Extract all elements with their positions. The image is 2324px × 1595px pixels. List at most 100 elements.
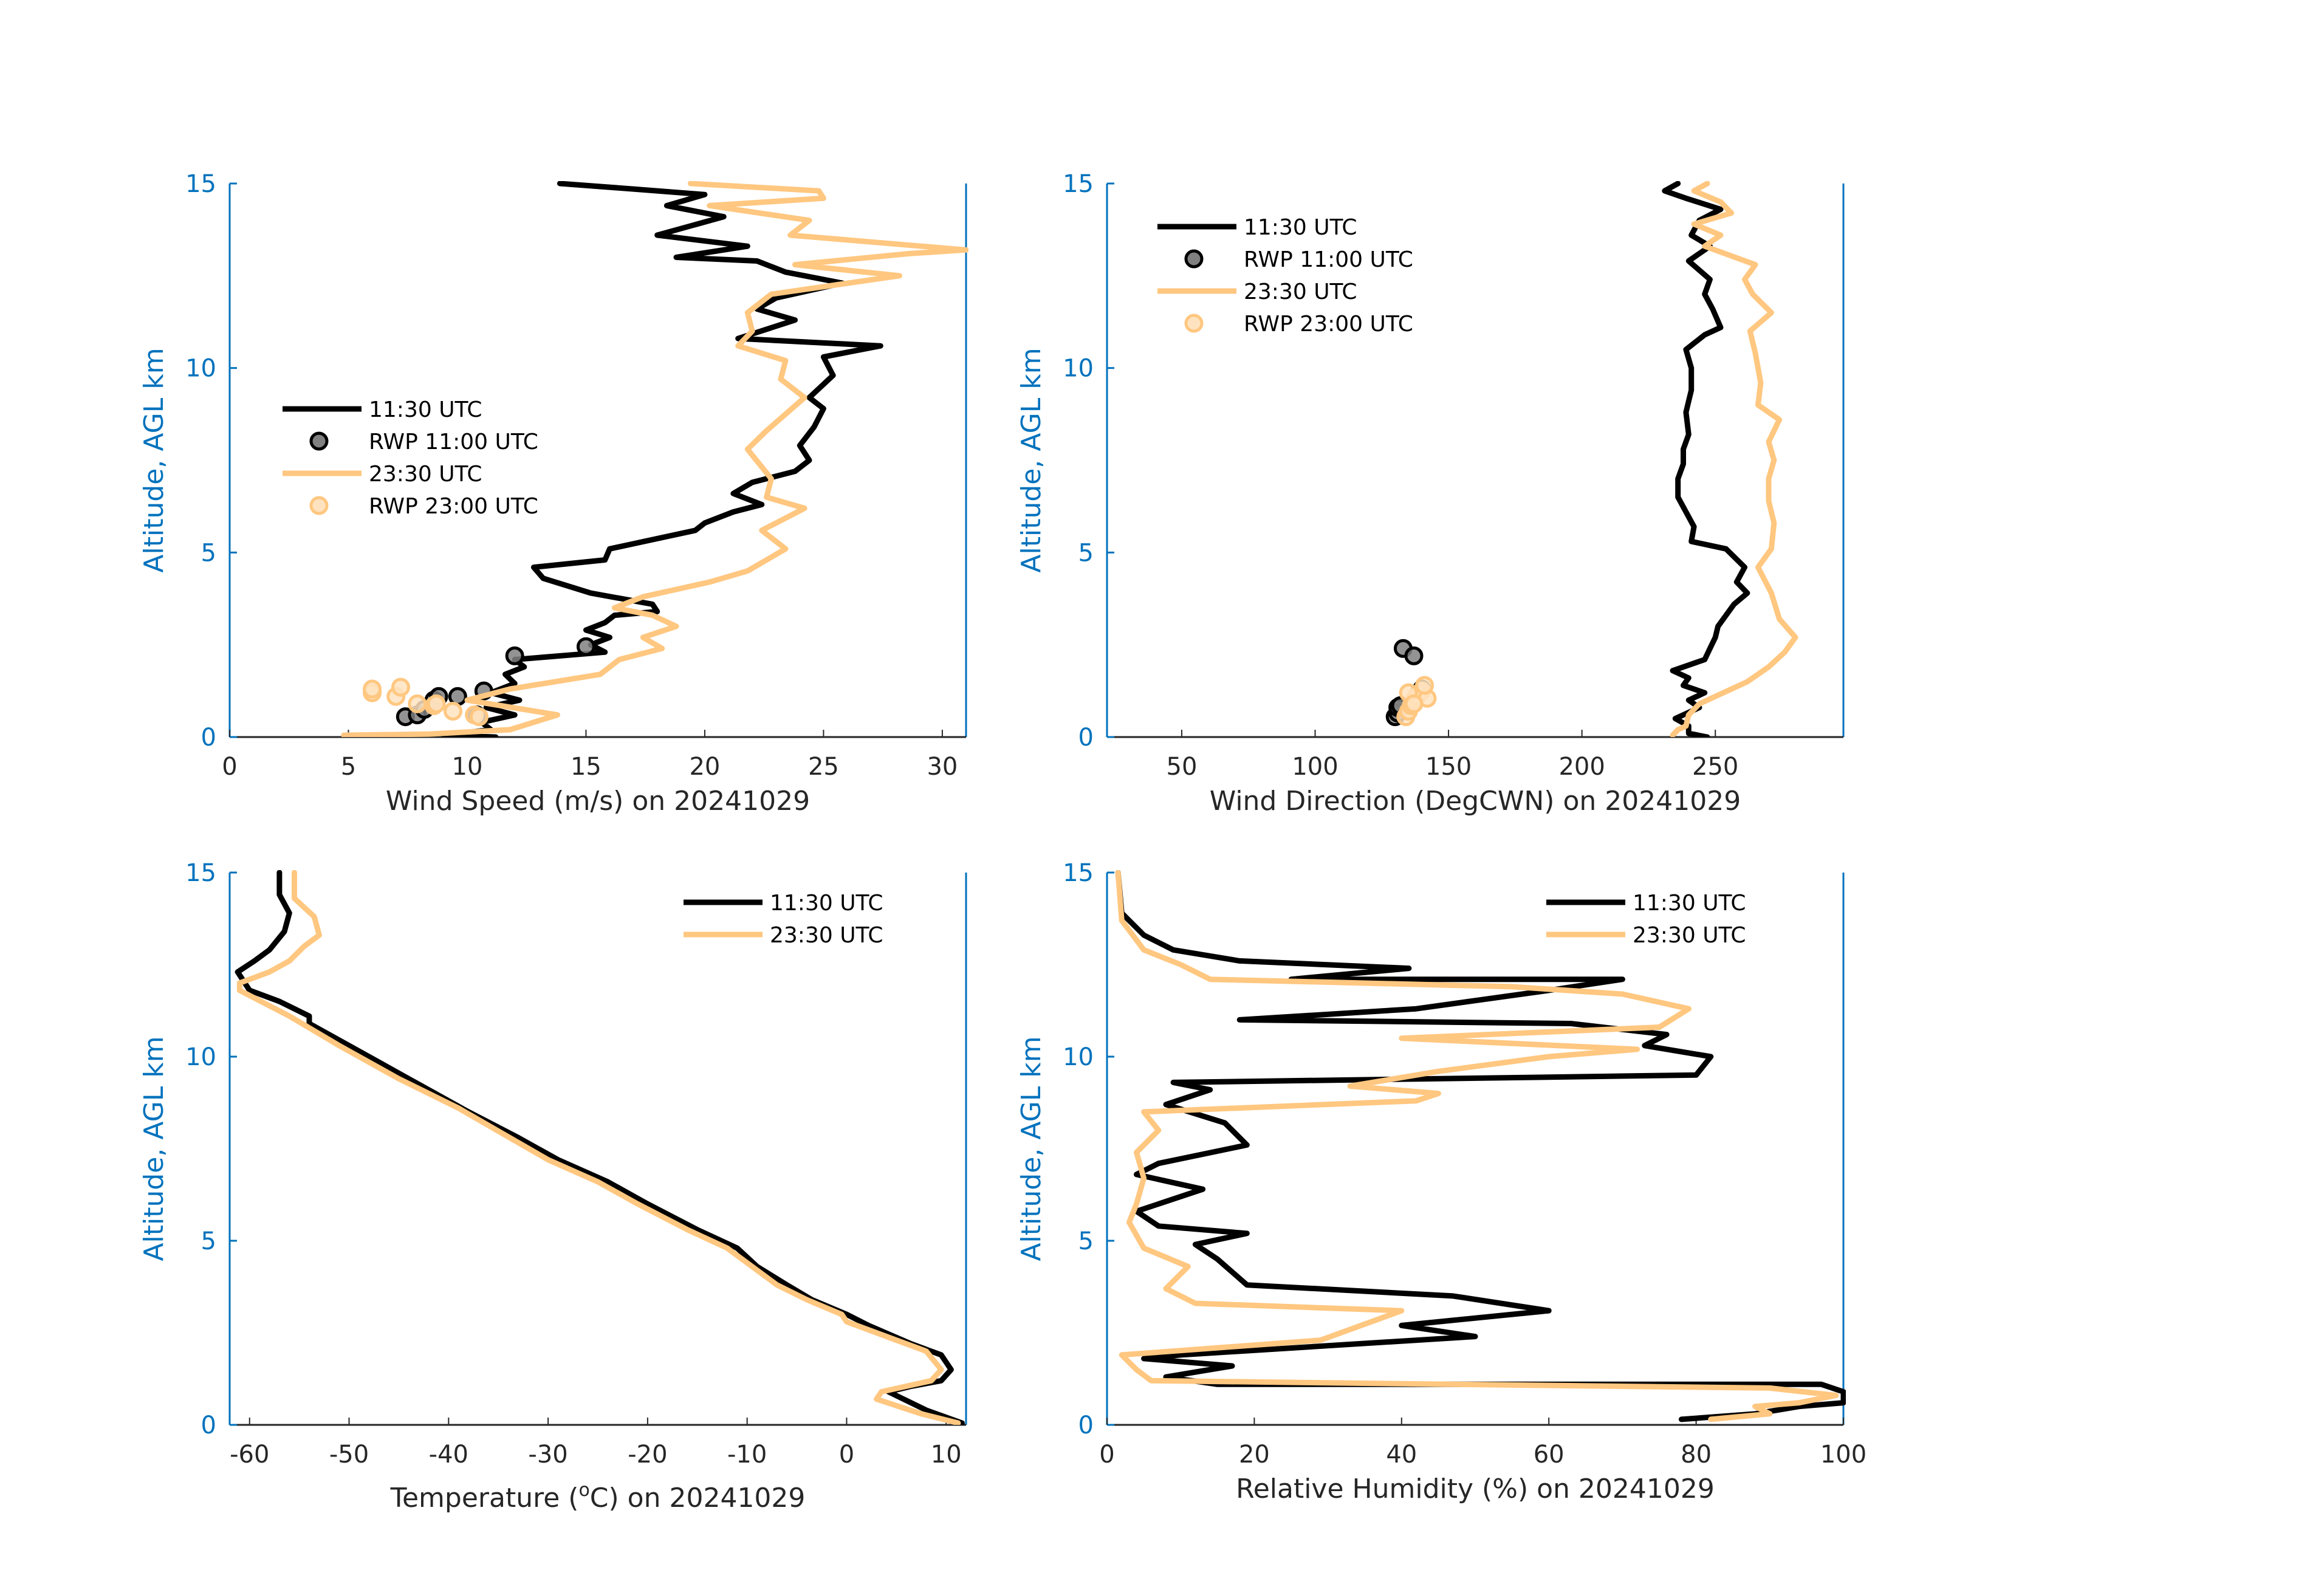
x-axis-label: Relative Humidity (%) on 20241029	[1236, 1473, 1715, 1504]
x-tick-label: -40	[429, 1441, 468, 1469]
series-line-2330	[341, 181, 968, 737]
rwp-point-2300	[1415, 676, 1435, 695]
relative-humidity-panel: 0 5 10 15 0 20 40 60 80 100 Altitude, AGL km Relati…	[1016, 859, 1866, 1504]
y-axis-label: Altitude, AGL km	[139, 348, 170, 572]
y-tick-label: 15	[185, 859, 216, 887]
legend-label: RWP 23:00 UTC	[1244, 312, 1413, 337]
temperature-panel: 0 5 10 15 -60 -50 -40 -30 -20 -10 0 10 Altitude, AGL…	[139, 859, 967, 1514]
legend: 11:30 UTC 23:30 UTC	[684, 891, 883, 948]
x-tick-label: 0	[839, 1441, 854, 1469]
y-tick-label: 10	[185, 1043, 216, 1071]
y-axis-label: Altitude, AGL km	[1016, 348, 1047, 572]
legend-marker-swatch	[309, 431, 329, 451]
series-line-2330	[1670, 181, 1798, 737]
y-tick-label: 0	[1078, 1411, 1094, 1439]
y-axis-label: Altitude, AGL km	[1016, 1036, 1047, 1261]
x-tick-label: 0	[222, 753, 237, 781]
x-tick-label: 10	[931, 1441, 962, 1469]
series-line-1130	[1662, 181, 1750, 737]
y-axis-label: Altitude, AGL km	[139, 1036, 170, 1261]
y-tick-label: 5	[1078, 1227, 1094, 1255]
x-tick-label: 40	[1386, 1441, 1417, 1469]
x-tick-label: -10	[727, 1441, 767, 1469]
legend: 11:30 UTC 23:30 UTC	[1546, 891, 1746, 948]
x-tick-label: 200	[1558, 753, 1605, 781]
y-tick-label: 0	[201, 724, 216, 752]
x-tick-label: -30	[528, 1441, 567, 1469]
legend-label: RWP 11:00 UTC	[369, 430, 538, 454]
x-tick-label: -60	[230, 1441, 269, 1469]
legend-label: RWP 23:00 UTC	[369, 494, 538, 519]
legend-label: RWP 11:00 UTC	[1244, 247, 1413, 272]
x-tick-label: 250	[1692, 753, 1738, 781]
x-tick-label: 100	[1820, 1441, 1866, 1469]
y-tick-label: 5	[201, 539, 216, 567]
rwp-point-1100	[505, 646, 524, 665]
y-tick-label: 5	[201, 1227, 216, 1255]
legend: 11:30 UTC RWP 11:00 UTC 23:30 UTC RWP 23:00…	[283, 397, 538, 519]
legend-label: 11:30 UTC	[770, 891, 883, 916]
rwp-point-2300	[444, 701, 463, 721]
series-line-1130	[1115, 870, 1846, 1422]
y-tick-label: 15	[1063, 170, 1094, 198]
x-axis-label: Wind Speed (m/s) on 20241029	[386, 786, 810, 817]
x-tick-label: 15	[571, 753, 602, 781]
legend-label: 23:30 UTC	[770, 923, 883, 948]
wind-direction-panel: 0 5 10 15 50 100 150 200 250 Altitude, AGL km Wind…	[1016, 170, 1845, 817]
x-tick-label: 100	[1292, 753, 1338, 781]
series-line-1130	[440, 181, 883, 737]
legend: 11:30 UTC RWP 11:00 UTC 23:30 UTC RWP 23:00…	[1157, 215, 1413, 337]
y-tick-label: 15	[185, 170, 216, 198]
x-tick-label: 0	[1099, 1441, 1114, 1469]
x-axis-label: Temperature (oC) on 20241029	[390, 1480, 806, 1514]
rwp-point-2300	[427, 694, 446, 713]
y-tick-label: 15	[1063, 859, 1094, 887]
rwp-point-1100	[1404, 646, 1424, 665]
legend-marker-swatch	[1184, 249, 1204, 269]
rwp-point-2300	[470, 707, 489, 727]
x-tick-label: -50	[329, 1441, 369, 1469]
x-tick-label: 5	[341, 753, 356, 781]
y-tick-label: 10	[1063, 355, 1094, 383]
legend-label: 11:30 UTC	[369, 397, 482, 422]
legend-label: 11:30 UTC	[1633, 891, 1746, 916]
x-axis-label-part: Temperature (	[390, 1483, 579, 1514]
plot-area	[235, 870, 965, 1425]
x-tick-label: 50	[1167, 753, 1198, 781]
legend-label: 23:30 UTC	[1633, 923, 1746, 948]
wind-speed-panel: 0 5 10 15 0 5 10 15 20 25 30 Altitude, AGL km Wind S…	[139, 170, 968, 817]
plot-area	[1115, 870, 1846, 1422]
rwp-point-2300	[408, 694, 427, 713]
series-line-2330	[236, 870, 961, 1425]
y-tick-label: 0	[1078, 724, 1094, 752]
rwp-point-2300	[1404, 694, 1424, 713]
plot-area	[1385, 181, 1798, 737]
series-line-1130	[235, 870, 965, 1425]
legend-marker-swatch	[1184, 314, 1204, 333]
y-tick-label: 10	[185, 355, 216, 383]
rwp-point-2300	[363, 679, 382, 699]
legend-label: 23:30 UTC	[369, 462, 482, 487]
y-tick-label: 10	[1063, 1043, 1094, 1071]
x-tick-label: 80	[1681, 1441, 1712, 1469]
x-tick-label: 25	[808, 753, 839, 781]
degree-superscript: o	[578, 1480, 589, 1501]
x-tick-label: -20	[628, 1441, 667, 1469]
y-tick-label: 5	[1078, 539, 1094, 567]
y-tick-label: 0	[201, 1411, 216, 1439]
x-tick-label: 150	[1425, 753, 1472, 781]
x-tick-label: 20	[1239, 1441, 1270, 1469]
legend-label: 23:30 UTC	[1244, 280, 1357, 304]
rwp-point-1100	[576, 637, 595, 656]
x-tick-label: 20	[689, 753, 720, 781]
x-axis-label-part: C) on 20241029	[590, 1483, 806, 1514]
x-tick-label: 30	[927, 753, 958, 781]
plot-area	[341, 181, 968, 737]
rwp-point-2300	[391, 677, 410, 697]
x-tick-label: 60	[1534, 1441, 1565, 1469]
legend-label: 11:30 UTC	[1244, 215, 1357, 240]
series-line-2330	[1115, 870, 1839, 1422]
legend-marker-swatch	[309, 496, 329, 515]
x-tick-label: 10	[452, 753, 483, 781]
